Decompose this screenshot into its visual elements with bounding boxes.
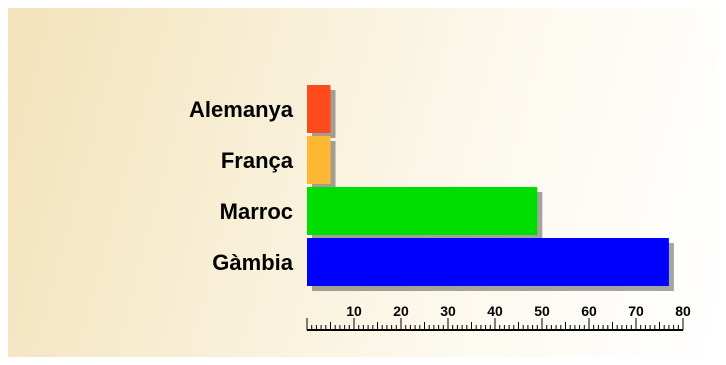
category-label-alemanya: Alemanya bbox=[189, 97, 294, 122]
bar-franca bbox=[307, 136, 331, 184]
x-tick-label: 70 bbox=[628, 303, 644, 319]
x-tick-label: 40 bbox=[487, 303, 503, 319]
category-label-marroc: Marroc bbox=[220, 199, 293, 224]
x-tick-label: 50 bbox=[534, 303, 550, 319]
x-tick-label: 10 bbox=[346, 303, 362, 319]
x-axis-ruler bbox=[306, 318, 684, 331]
x-tick-labels: 10 20 30 40 50 60 70 80 bbox=[346, 303, 691, 319]
x-tick-label: 80 bbox=[675, 303, 691, 319]
chart-panel bbox=[8, 8, 718, 357]
x-tick-label: 60 bbox=[581, 303, 597, 319]
bar-marroc bbox=[307, 187, 538, 235]
x-tick-label: 20 bbox=[393, 303, 409, 319]
bars bbox=[307, 85, 669, 286]
category-label-franca: França bbox=[221, 148, 294, 173]
bar-gambia bbox=[307, 238, 669, 286]
category-label-gambia: Gàmbia bbox=[212, 250, 293, 275]
x-tick-label: 30 bbox=[440, 303, 456, 319]
category-labels: Alemanya França Marroc Gàmbia bbox=[189, 97, 294, 275]
bar-alemanya bbox=[307, 85, 331, 133]
